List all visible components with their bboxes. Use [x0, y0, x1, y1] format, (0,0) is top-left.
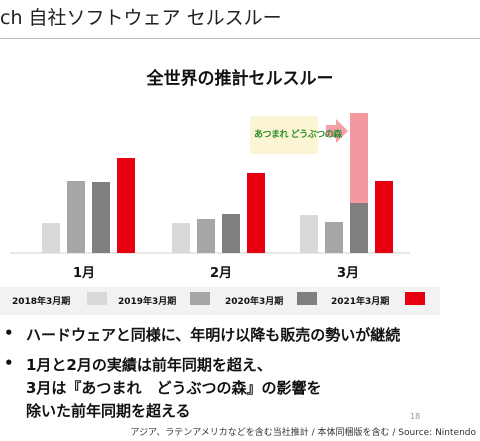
legend-label-2020: 2020年3月期 — [225, 297, 284, 307]
bar-1-2 — [172, 223, 190, 253]
footnote: アジア、ラテンアメリカなどを含む当社推計 / 本体同梱版を含む / Source… — [130, 428, 476, 438]
bar-4-1 — [117, 158, 135, 253]
bar-4-2 — [247, 173, 265, 253]
arrow-right-icon — [326, 119, 348, 143]
legend-swatch-2020 — [297, 292, 317, 305]
bar-4-3 — [375, 181, 393, 253]
chart-title: 全世界の推計セルスルー — [146, 69, 334, 89]
page-number: 18 — [410, 412, 421, 421]
category-label-feb: 2月 — [209, 266, 233, 281]
bar-3-3 — [350, 203, 368, 253]
legend-label-2018: 2018年3月期 — [12, 297, 71, 307]
legend-swatch-2021 — [405, 292, 425, 305]
bullet-icon-1: • — [4, 324, 14, 342]
bullet-2-line-1: 1月と2月の実績は前年同期を超え、 — [26, 356, 272, 374]
category-label-mar: 3月 — [336, 266, 360, 281]
bullet-1-line-1: ハードウェアと同様に、年明け以降も販売の勢いが継続 — [26, 326, 401, 344]
category-label-jan: 1月 — [72, 266, 96, 281]
legend-label-2021: 2021年3月期 — [331, 297, 390, 307]
legend — [0, 287, 440, 315]
bar-1-1 — [42, 223, 60, 253]
bar-2-3 — [325, 222, 343, 253]
animal-crossing-logo-badge: あつまれ どうぶつの森 — [250, 116, 342, 154]
bullet-2-line-3: 除いた前年同期を超える — [26, 402, 191, 420]
bar-2-2 — [197, 219, 215, 253]
bar-stacked-extra — [350, 113, 368, 203]
page-title: ch 自社ソフトウェア セルスルー — [0, 7, 282, 29]
bullet-2-line-2: 3月は『あつまれ どうぶつの森』の影響を — [26, 379, 322, 397]
bullet-icon-2: • — [4, 354, 14, 372]
legend-label-2019: 2019年3月期 — [118, 297, 177, 307]
bar-1-3 — [300, 215, 318, 253]
title-divider — [0, 38, 480, 39]
legend-swatch-2019 — [190, 292, 210, 305]
bar-3-1 — [92, 182, 110, 253]
animal-crossing-logo-text: あつまれ どうぶつの森 — [254, 130, 342, 140]
legend-swatch-2018 — [87, 292, 107, 305]
bar-3-2 — [222, 214, 240, 253]
bar-2-1 — [67, 181, 85, 253]
